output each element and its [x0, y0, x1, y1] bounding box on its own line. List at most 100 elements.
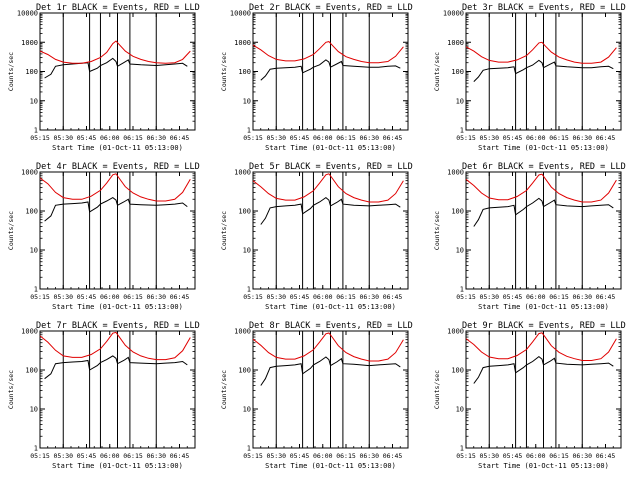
- x-tick-label: 05:15: [456, 293, 476, 301]
- y-tick-label: 100: [451, 208, 464, 216]
- panel-title: Det 3r BLACK = Events, RED = LLD: [462, 3, 626, 13]
- x-tick-label: 06:15: [123, 452, 143, 460]
- x-tick-label: 06:30: [359, 452, 379, 460]
- y-axis-label: Counts/sec: [433, 211, 441, 250]
- y-tick-label: 1: [34, 445, 38, 453]
- y-tick-label: 1: [460, 286, 464, 294]
- y-tick-label: 10: [243, 97, 251, 105]
- x-axis-label: Start Time (01-Oct-11 05:13:00): [52, 303, 183, 311]
- y-tick-label: 1: [247, 127, 251, 135]
- y-tick-label: 1000: [21, 328, 38, 336]
- series-line-lld: [39, 40, 191, 64]
- x-tick-label: 06:00: [526, 293, 546, 301]
- x-tick-label: 06:30: [146, 134, 166, 142]
- x-axis-label: Start Time (01-Oct-11 05:13:00): [265, 462, 396, 470]
- y-tick-label: 10: [456, 247, 464, 255]
- x-tick-label: 06:00: [526, 452, 546, 460]
- series-line-lld: [39, 331, 191, 361]
- series-line-events: [473, 59, 614, 82]
- y-tick-label: 1: [460, 445, 464, 453]
- x-tick-label: 06:15: [336, 452, 356, 460]
- x-tick-label: 05:45: [503, 452, 523, 460]
- x-tick-label: 06:15: [336, 293, 356, 301]
- x-tick-label: 06:00: [313, 134, 333, 142]
- x-tick-label: 06:45: [383, 134, 403, 142]
- x-tick-label: 06:15: [336, 134, 356, 142]
- panel-title: Det 8r BLACK = Events, RED = LLD: [249, 321, 413, 331]
- series-line-events: [260, 356, 401, 386]
- y-axis-label: Counts/sec: [220, 52, 228, 91]
- x-tick-label: 05:30: [479, 134, 499, 142]
- panel-title: Det 9r BLACK = Events, RED = LLD: [462, 321, 626, 331]
- x-tick-label: 05:45: [503, 134, 523, 142]
- x-tick-label: 05:15: [30, 293, 50, 301]
- x-axis-label: Start Time (01-Oct-11 05:13:00): [265, 303, 396, 311]
- y-tick-label: 10: [243, 406, 251, 414]
- x-axis-label: Start Time (01-Oct-11 05:13:00): [478, 462, 609, 470]
- detector-panel: Det 9r BLACK = Events, RED = LLD Counts/s…: [433, 321, 626, 470]
- y-tick-label: 1: [34, 127, 38, 135]
- y-tick-label: 100: [238, 68, 251, 76]
- x-tick-label: 06:00: [313, 293, 333, 301]
- x-tick-label: 05:15: [456, 134, 476, 142]
- x-tick-label: 05:45: [290, 293, 310, 301]
- y-tick-label: 1000: [21, 39, 38, 47]
- x-tick-label: 06:30: [146, 293, 166, 301]
- series-line-lld: [39, 173, 191, 202]
- panel-title: Det 4r BLACK = Events, RED = LLD: [36, 162, 200, 172]
- y-tick-label: 100: [25, 367, 38, 375]
- y-tick-label: 1000: [447, 169, 464, 177]
- x-tick-label: 06:45: [383, 452, 403, 460]
- x-tick-label: 06:15: [549, 293, 569, 301]
- y-tick-label: 10: [456, 97, 464, 105]
- series-line-events: [260, 196, 401, 225]
- x-tick-label: 06:15: [549, 134, 569, 142]
- series-line-lld: [465, 41, 617, 64]
- x-tick-label: 06:30: [146, 452, 166, 460]
- x-tick-label: 06:30: [572, 134, 592, 142]
- y-tick-label: 10: [243, 247, 251, 255]
- panel-title: Det 5r BLACK = Events, RED = LLD: [249, 162, 413, 172]
- y-tick-label: 10: [30, 97, 38, 105]
- x-tick-label: 06:45: [170, 134, 190, 142]
- y-tick-label: 1000: [447, 328, 464, 336]
- x-tick-label: 06:00: [100, 293, 120, 301]
- y-axis-label: Counts/sec: [7, 370, 15, 409]
- y-tick-label: 1000: [447, 39, 464, 47]
- x-tick-label: 05:30: [266, 293, 286, 301]
- detector-panel: Det 1r BLACK = Events, RED = LLD Counts/s…: [7, 3, 200, 152]
- y-tick-label: 1000: [234, 39, 251, 47]
- series-line-events: [473, 355, 614, 384]
- x-tick-label: 05:15: [30, 134, 50, 142]
- detector-panel: Det 6r BLACK = Events, RED = LLD Counts/s…: [433, 162, 626, 311]
- x-tick-label: 05:45: [290, 134, 310, 142]
- x-tick-label: 06:45: [170, 452, 190, 460]
- x-tick-label: 05:45: [77, 293, 97, 301]
- x-tick-label: 06:00: [100, 134, 120, 142]
- series-line-events: [44, 197, 188, 222]
- x-tick-label: 05:15: [30, 452, 50, 460]
- x-tick-label: 05:15: [243, 452, 263, 460]
- y-tick-label: 100: [238, 367, 251, 375]
- x-axis-label: Start Time (01-Oct-11 05:13:00): [52, 462, 183, 470]
- series-line-events: [44, 355, 188, 380]
- x-tick-label: 05:15: [243, 293, 263, 301]
- x-axis-label: Start Time (01-Oct-11 05:13:00): [52, 144, 183, 152]
- x-tick-label: 05:45: [290, 452, 310, 460]
- x-tick-label: 06:15: [123, 134, 143, 142]
- detector-panel: Det 2r BLACK = Events, RED = LLD Counts/s…: [220, 3, 413, 152]
- y-axis-label: Counts/sec: [433, 52, 441, 91]
- x-tick-label: 05:30: [53, 452, 73, 460]
- y-axis-label: Counts/sec: [7, 52, 15, 91]
- y-axis-label: Counts/sec: [7, 211, 15, 250]
- y-tick-label: 100: [451, 367, 464, 375]
- y-tick-label: 1000: [234, 169, 251, 177]
- x-tick-label: 06:45: [596, 293, 616, 301]
- series-line-lld: [252, 173, 404, 203]
- x-tick-label: 06:45: [596, 452, 616, 460]
- x-tick-label: 06:45: [170, 293, 190, 301]
- x-tick-label: 06:30: [359, 293, 379, 301]
- y-axis-label: Counts/sec: [433, 370, 441, 409]
- x-tick-label: 06:15: [549, 452, 569, 460]
